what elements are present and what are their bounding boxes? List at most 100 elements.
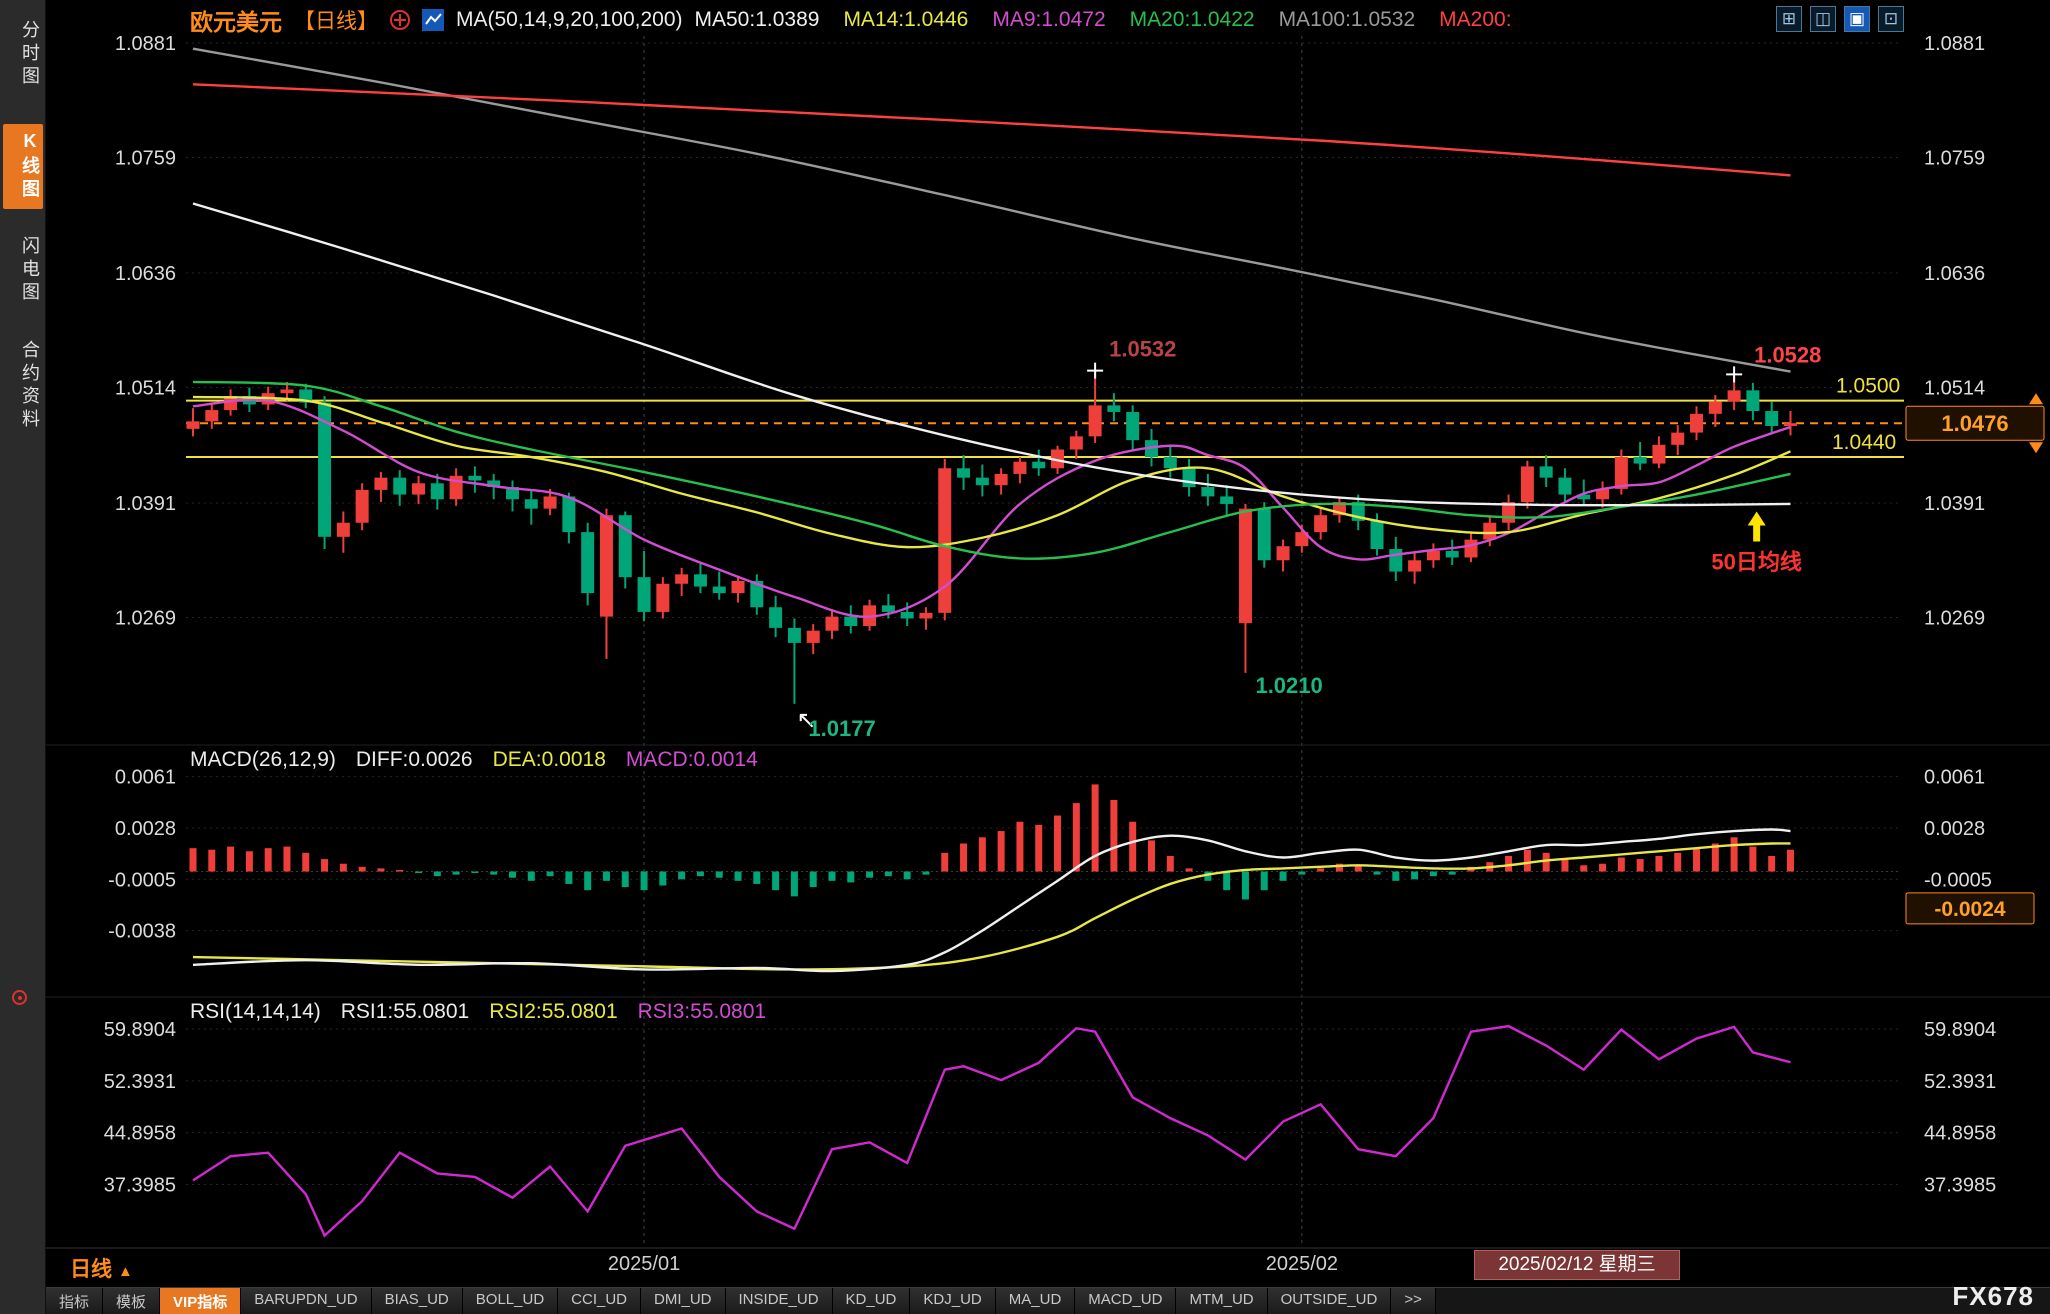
ma-legend: MA50:1.0389 MA14:1.0446 MA9:1.0472 MA20:1.0… (695, 8, 1512, 32)
annotations-layer: 1.0532 1.0528 ↖1.0177 1.0210 50日均线 (796, 337, 1821, 741)
tab-outside_ud[interactable]: OUTSIDE_UD (1267, 1288, 1392, 1314)
brand-watermark: FX678 (1952, 1281, 2034, 1311)
tab-dmi_ud[interactable]: DMI_UD (641, 1288, 726, 1314)
svg-text:1.0881: 1.0881 (115, 33, 176, 55)
svg-text:37.3985: 37.3985 (104, 1175, 176, 1197)
grid-layer (46, 36, 2050, 1249)
tab-inside_ud[interactable]: INSIDE_UD (725, 1288, 833, 1314)
date-tick-1: 2025/02 (1265, 1253, 1338, 1275)
timeframe-label[interactable]: 日线 ▲ (70, 1258, 133, 1281)
tab-[interactable]: >> (1391, 1288, 1436, 1314)
tab-ma_ud[interactable]: MA_UD (995, 1288, 1076, 1314)
ma-value-5: MA200: (1439, 8, 1512, 31)
svg-text:1.0514: 1.0514 (1924, 378, 1985, 400)
tab-bias_ud[interactable]: BIAS_UD (371, 1288, 463, 1314)
svg-text:-0.0005: -0.0005 (1924, 869, 1992, 891)
svg-text:1.0528: 1.0528 (1754, 342, 1821, 367)
svg-text:0.0061: 0.0061 (115, 767, 176, 789)
sidebar-item-2[interactable]: 闪电图 (20, 236, 40, 305)
tab-barupdn_ud[interactable]: BARUPDN_UD (241, 1288, 372, 1314)
moving-averages-layer (192, 47, 1791, 618)
ma-value-2: MA9:1.0472 (992, 8, 1106, 31)
new-window-icon[interactable]: ⊡ (1878, 6, 1904, 32)
sidebar-item-3[interactable]: 合约资料 (20, 340, 40, 432)
svg-text:1.0177: 1.0177 (808, 716, 875, 741)
kline-view-icon[interactable]: ▣ (1844, 6, 1870, 32)
svg-text:1.0636: 1.0636 (115, 263, 176, 285)
svg-text:1.0391: 1.0391 (1924, 493, 1985, 515)
ma-settings-label: MA(50,14,9,20,100,200) (456, 8, 683, 31)
candles-layer (186, 370, 1797, 704)
svg-text:0.0028: 0.0028 (115, 818, 176, 840)
tab-kdj_ud[interactable]: KDJ_UD (910, 1288, 996, 1314)
tab-boll_ud[interactable]: BOLL_UD (462, 1288, 559, 1314)
svg-text:1.0210: 1.0210 (1255, 673, 1322, 698)
selected-date-label: 2025/02/12 星期三 (1474, 1250, 1680, 1280)
svg-text:-0.0005: -0.0005 (108, 869, 176, 891)
svg-text:59.8904: 59.8904 (104, 1019, 176, 1041)
svg-text:1.0636: 1.0636 (1924, 263, 1985, 285)
svg-text:52.3931: 52.3931 (104, 1071, 176, 1093)
svg-text:1.0514: 1.0514 (115, 378, 176, 400)
ma-value-3: MA20:1.0422 (1129, 8, 1255, 31)
svg-text:52.3931: 52.3931 (1924, 1071, 1996, 1093)
svg-text:44.8958: 44.8958 (104, 1123, 176, 1145)
layout-quad-icon[interactable]: ⊞ (1776, 6, 1802, 32)
ma-value-4: MA100:1.0532 (1278, 8, 1416, 31)
rsi-layer (192, 1024, 1791, 1238)
svg-text:1.0269: 1.0269 (115, 608, 176, 630)
indicator-tabbar: 指标 模板 VIP指标 BARUPDN_UD BIAS_UD BOLL_UD CCI_UD D… (46, 1287, 2050, 1314)
date-tick-0: 2025/01 (607, 1253, 681, 1275)
svg-text:1.0500: 1.0500 (1836, 375, 1900, 398)
layout-toolbar: ⊞ ◫ ▣ ⊡ (1776, 6, 1904, 32)
level-lines-layer: 1.0500 1.0440 1.0476 (186, 373, 2045, 459)
svg-text:59.8904: 59.8904 (1924, 1019, 1996, 1041)
tab-cci_ud[interactable]: CCI_UD (558, 1288, 641, 1314)
svg-text:1.0476: 1.0476 (1941, 411, 2008, 436)
crosshair-icon[interactable] (390, 10, 410, 30)
tab-kd_ud[interactable]: KD_UD (832, 1288, 911, 1314)
svg-text:44.8958: 44.8958 (1924, 1123, 1996, 1145)
svg-text:1.0759: 1.0759 (115, 148, 176, 170)
tab-[interactable]: 模板 (103, 1288, 161, 1314)
macd-hist-value: MACD:0.0014 (625, 748, 758, 771)
chart-header: 欧元美元 【日线】 MA(50,14,9,20,100,200) MA50:1.… (190, 4, 1512, 36)
rsi-legend: RSI(14,14,14) RSI1:55.0801 RSI2:55.0801 … (190, 1000, 766, 1024)
sidebar-item-1[interactable]: K线图 (3, 124, 43, 209)
macd-diff-value: DIFF:0.0026 (355, 748, 473, 771)
macd-title: MACD(26,12,9) (190, 748, 336, 771)
rsi2-value: RSI2:55.0801 (489, 1000, 618, 1023)
rsi-title: RSI(14,14,14) (190, 1000, 321, 1023)
sidebar-item-0[interactable]: 分时图 (20, 20, 40, 89)
svg-text:-0.0038: -0.0038 (108, 921, 176, 943)
rsi3-value: RSI3:55.0801 (637, 1000, 767, 1023)
svg-text:1.0532: 1.0532 (1109, 337, 1176, 362)
symbol-name: 欧元美元 (190, 9, 282, 35)
rsi1-value: RSI1:55.0801 (340, 1000, 470, 1023)
svg-text:1.0269: 1.0269 (1924, 608, 1985, 630)
svg-text:-0.0024: -0.0024 (1934, 898, 2006, 921)
ma-value-0: MA50:1.0389 (694, 8, 820, 31)
macd-dea-value: DEA:0.0018 (492, 748, 606, 771)
svg-text:1.0391: 1.0391 (115, 493, 176, 515)
svg-text:1.0881: 1.0881 (1924, 33, 1985, 55)
axis-labels-layer: 1.0881 1.0881 1.0759 1.0759 1.0636 1.0636 1.05… (104, 33, 2035, 1197)
layout-compare-icon[interactable]: ◫ (1810, 6, 1836, 32)
chart-type-sidebar: 分时图 K线图闪电图合约资料 (0, 0, 46, 1314)
svg-text:37.3985: 37.3985 (1924, 1175, 1996, 1197)
triangle-up-icon: ▲ (118, 1263, 133, 1280)
target-icon (12, 990, 27, 1005)
tab-macd_ud[interactable]: MACD_UD (1075, 1288, 1177, 1314)
svg-text:50日均线: 50日均线 (1711, 550, 1801, 575)
tab-vip[interactable]: VIP指标 (160, 1288, 242, 1314)
indicator-icon[interactable] (422, 9, 444, 31)
svg-text:1.0759: 1.0759 (1924, 148, 1985, 170)
ma-value-1: MA14:1.0446 (843, 8, 969, 31)
period-tag: 【日线】 (294, 10, 378, 33)
svg-text:0.0028: 0.0028 (1924, 818, 1985, 840)
tab-[interactable]: 指标 (46, 1288, 104, 1314)
tab-mtm_ud[interactable]: MTM_UD (1176, 1288, 1268, 1314)
macd-layer (186, 784, 1900, 973)
